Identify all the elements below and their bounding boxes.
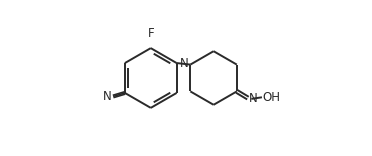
Text: N: N xyxy=(180,57,189,70)
Text: OH: OH xyxy=(263,91,281,104)
Text: N: N xyxy=(102,90,111,103)
Text: F: F xyxy=(147,27,154,40)
Text: N: N xyxy=(249,92,258,105)
